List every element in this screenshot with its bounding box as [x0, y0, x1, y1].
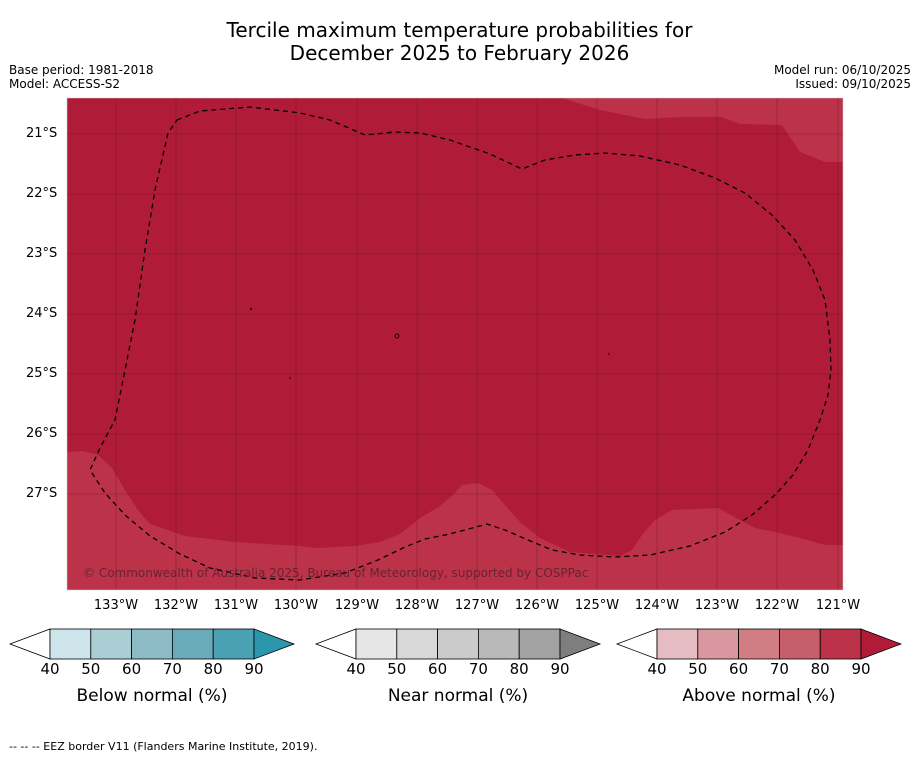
title-line-1: Tercile maximum temperature probabilitie…	[226, 18, 693, 42]
longitude-label: 131°W	[213, 598, 259, 613]
longitude-label: 130°W	[273, 598, 319, 613]
latitude-label: 25°S	[26, 366, 58, 381]
latitude-label: 24°S	[26, 306, 58, 321]
colorbar-extend-low	[615, 628, 658, 660]
colorbar-extend-high	[860, 628, 903, 660]
colorbar-tick-label: 80	[810, 660, 830, 678]
colorbar-tick-label: 70	[769, 660, 789, 678]
graticule	[67, 98, 843, 590]
colorbar-tick-label: 50	[387, 660, 407, 678]
colorbar-segment	[779, 628, 821, 660]
colorbar-extend-high	[559, 628, 602, 660]
colorbars	[8, 628, 903, 660]
island-marker	[394, 333, 400, 339]
zone-above-80-northeast	[562, 98, 843, 162]
colorbar-segment	[656, 628, 699, 660]
colorbar-segment	[49, 628, 92, 660]
colorbar-segment	[396, 628, 438, 660]
title-line-2: December 2025 to February 2026	[289, 41, 630, 65]
colorbar-extend-low	[8, 628, 51, 660]
island-marker	[608, 353, 610, 355]
colorbar-tick-label: 40	[40, 660, 60, 678]
colorbar-tick-label: 60	[428, 660, 448, 678]
zone-above-80-south	[67, 451, 843, 590]
longitude-label: 125°W	[574, 598, 620, 613]
colorbar-segment	[131, 628, 173, 660]
longitude-label: 123°W	[694, 598, 740, 613]
copyright-notice: © Commonwealth of Australia 2025, Bureau…	[83, 566, 589, 580]
map-frame	[66, 97, 844, 591]
colorbar-tick-label: 50	[81, 660, 101, 678]
colorbar-segment	[171, 628, 214, 660]
colorbar-extend-high	[253, 628, 296, 660]
colorbar-tick-label: 80	[203, 660, 223, 678]
colorbar-segment	[819, 628, 862, 660]
colorbar-tick-label: 40	[647, 660, 667, 678]
model-label: Model: ACCESS-S2	[9, 77, 121, 91]
longitude-label: 121°W	[815, 598, 861, 613]
longitude-label: 126°W	[514, 598, 560, 613]
colorbar-tick-label: 60	[122, 660, 142, 678]
latitude-label: 22°S	[26, 186, 58, 201]
longitude-label: 129°W	[334, 598, 380, 613]
colorbar-segment	[355, 628, 398, 660]
colorbar-segment	[212, 628, 255, 660]
longitude-label: 124°W	[634, 598, 680, 613]
colorbar-title: Above normal (%)	[682, 686, 836, 706]
issued-label: Issued: 09/10/2025	[795, 77, 911, 91]
longitude-label: 132°W	[153, 598, 199, 613]
colorbar-tick-label: 90	[244, 660, 264, 678]
island-marker	[250, 308, 252, 310]
colorbar-segment	[477, 628, 520, 660]
latitude-label: 26°S	[26, 426, 58, 441]
colorbar-extend-low	[314, 628, 357, 660]
colorbar-tick-label: 40	[346, 660, 366, 678]
chart-title: Tercile maximum temperature probabilitie…	[0, 19, 919, 65]
meta-right: Model run: 06/10/2025 Issued: 09/10/2025	[774, 63, 911, 91]
longitude-label: 122°W	[754, 598, 800, 613]
longitude-label: 128°W	[394, 598, 440, 613]
colorbar-segment	[518, 628, 561, 660]
eez-footnote: -- -- -- EEZ border V11 (Flanders Marine…	[9, 740, 318, 753]
colorbar-tick-label: 70	[468, 660, 488, 678]
colorbar-segment	[90, 628, 133, 660]
longitude-label: 133°W	[93, 598, 139, 613]
colorbar-title: Below normal (%)	[76, 686, 228, 706]
island-marker	[289, 377, 291, 379]
colorbar-tick-label: 50	[688, 660, 708, 678]
colorbar-segment	[738, 628, 780, 660]
latitude-label: 27°S	[26, 486, 58, 501]
colorbar-segment	[697, 628, 739, 660]
model-run-label: Model run: 06/10/2025	[773, 63, 911, 77]
colorbar-tick-label: 80	[509, 660, 529, 678]
latitude-label: 23°S	[26, 246, 58, 261]
colorbar-segment	[437, 628, 479, 660]
colorbar-tick-label: 90	[550, 660, 570, 678]
base-period-label: Base period: 1981-2018	[9, 63, 154, 77]
colorbar-tick-label: 90	[851, 660, 871, 678]
colorbar-tick-label: 70	[162, 660, 182, 678]
meta-left: Base period: 1981-2018 Model: ACCESS-S2	[9, 63, 154, 91]
colorbar-title: Near normal (%)	[387, 686, 529, 706]
latitude-label: 21°S	[26, 126, 58, 141]
longitude-label: 127°W	[454, 598, 500, 613]
colorbar-tick-label: 60	[729, 660, 749, 678]
